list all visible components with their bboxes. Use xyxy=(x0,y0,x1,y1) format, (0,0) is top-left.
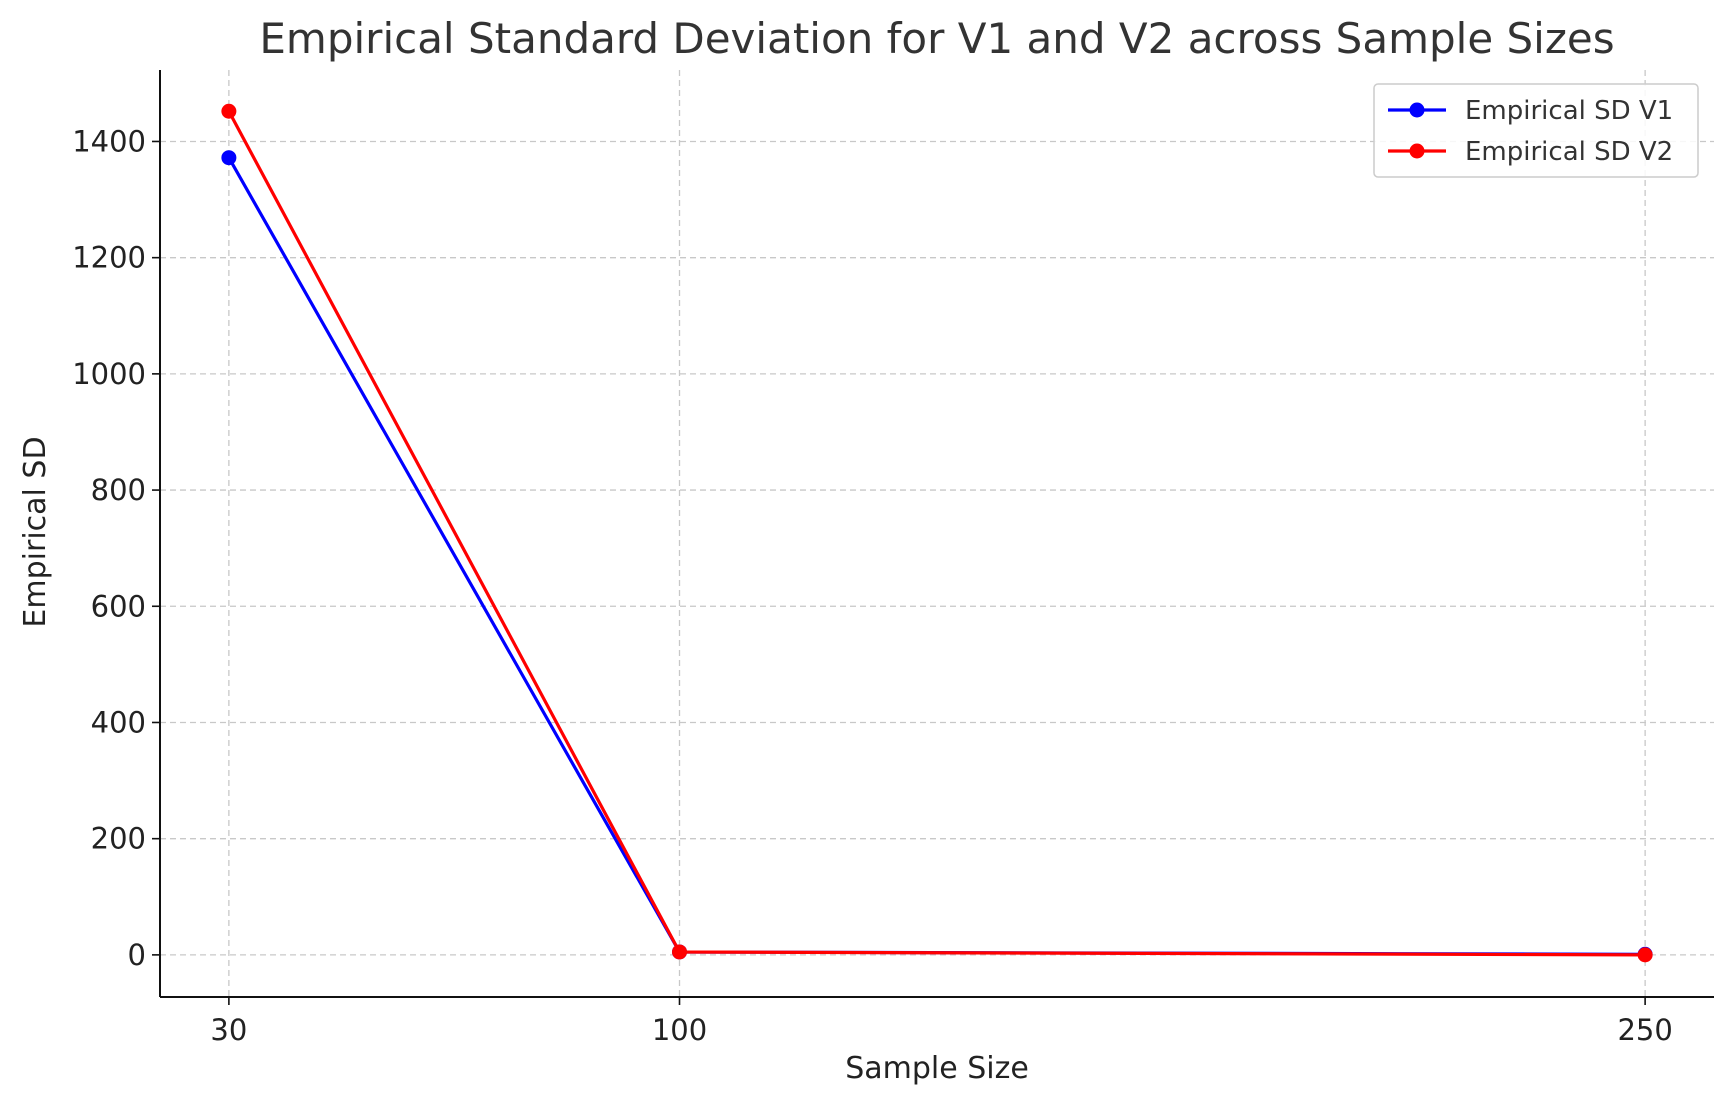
y-tick-label: 200 xyxy=(91,822,146,856)
y-tick-label: 0 xyxy=(128,938,146,972)
x-tick-label: 250 xyxy=(1617,1013,1672,1047)
legend-marker xyxy=(1409,143,1425,159)
series xyxy=(221,103,1653,963)
data-point xyxy=(221,150,237,166)
legend-label: Empirical SD V1 xyxy=(1465,96,1673,126)
legend-item: Empirical SD V1 xyxy=(1388,96,1673,126)
series-2 xyxy=(221,103,1653,963)
legend-item: Empirical SD V2 xyxy=(1388,137,1673,167)
x-tick-label: 100 xyxy=(652,1013,707,1047)
y-tick-label: 1200 xyxy=(72,241,146,275)
chart-title: Empirical Standard Deviation for V1 and … xyxy=(259,14,1614,63)
y-tick-label: 600 xyxy=(91,589,146,623)
axes xyxy=(159,70,1714,998)
data-point xyxy=(1637,947,1653,963)
x-axis-label: Sample Size xyxy=(845,1051,1029,1086)
legend-items: Empirical SD V1 Empirical SD V2 xyxy=(1388,96,1673,167)
legend: Empirical SD V1 Empirical SD V2 xyxy=(1373,83,1699,178)
y-tick-label: 800 xyxy=(91,473,146,507)
legend-box xyxy=(1373,83,1699,178)
y-axis-label: Empirical SD xyxy=(18,436,53,627)
ticks: 30 100 250 0 200 400 600 800 1000 1200 1400 xyxy=(72,124,1673,1047)
data-point xyxy=(672,944,688,960)
x-tick-label: 30 xyxy=(210,1013,247,1047)
legend-marker xyxy=(1409,102,1425,118)
legend-label: Empirical SD V2 xyxy=(1465,137,1673,167)
data-point xyxy=(221,103,237,119)
y-tick-label: 400 xyxy=(91,705,146,739)
y-tick-label: 1400 xyxy=(72,124,146,158)
y-tick-label: 1000 xyxy=(72,357,146,391)
